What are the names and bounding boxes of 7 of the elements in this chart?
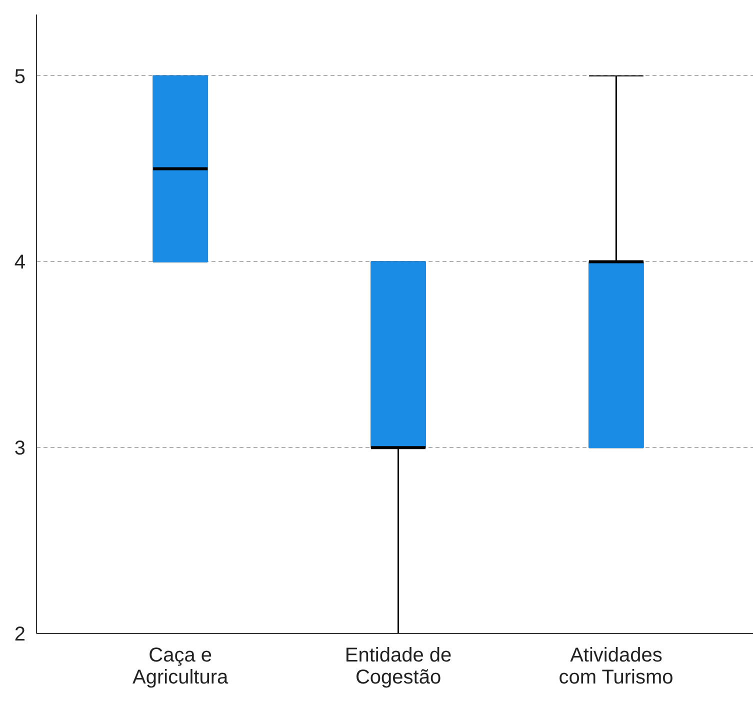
x-tick-label: Atividades com Turismo	[558, 644, 674, 688]
y-tick-label: 5	[14, 66, 26, 88]
x-tick-label: Entidade de Cogestão	[344, 644, 452, 688]
x-tick-label: Caça e Agricultura	[132, 644, 230, 688]
y-tick-label: 2	[14, 624, 26, 646]
y-tick-label: 3	[14, 438, 26, 460]
y-tick-label: 4	[14, 252, 26, 274]
